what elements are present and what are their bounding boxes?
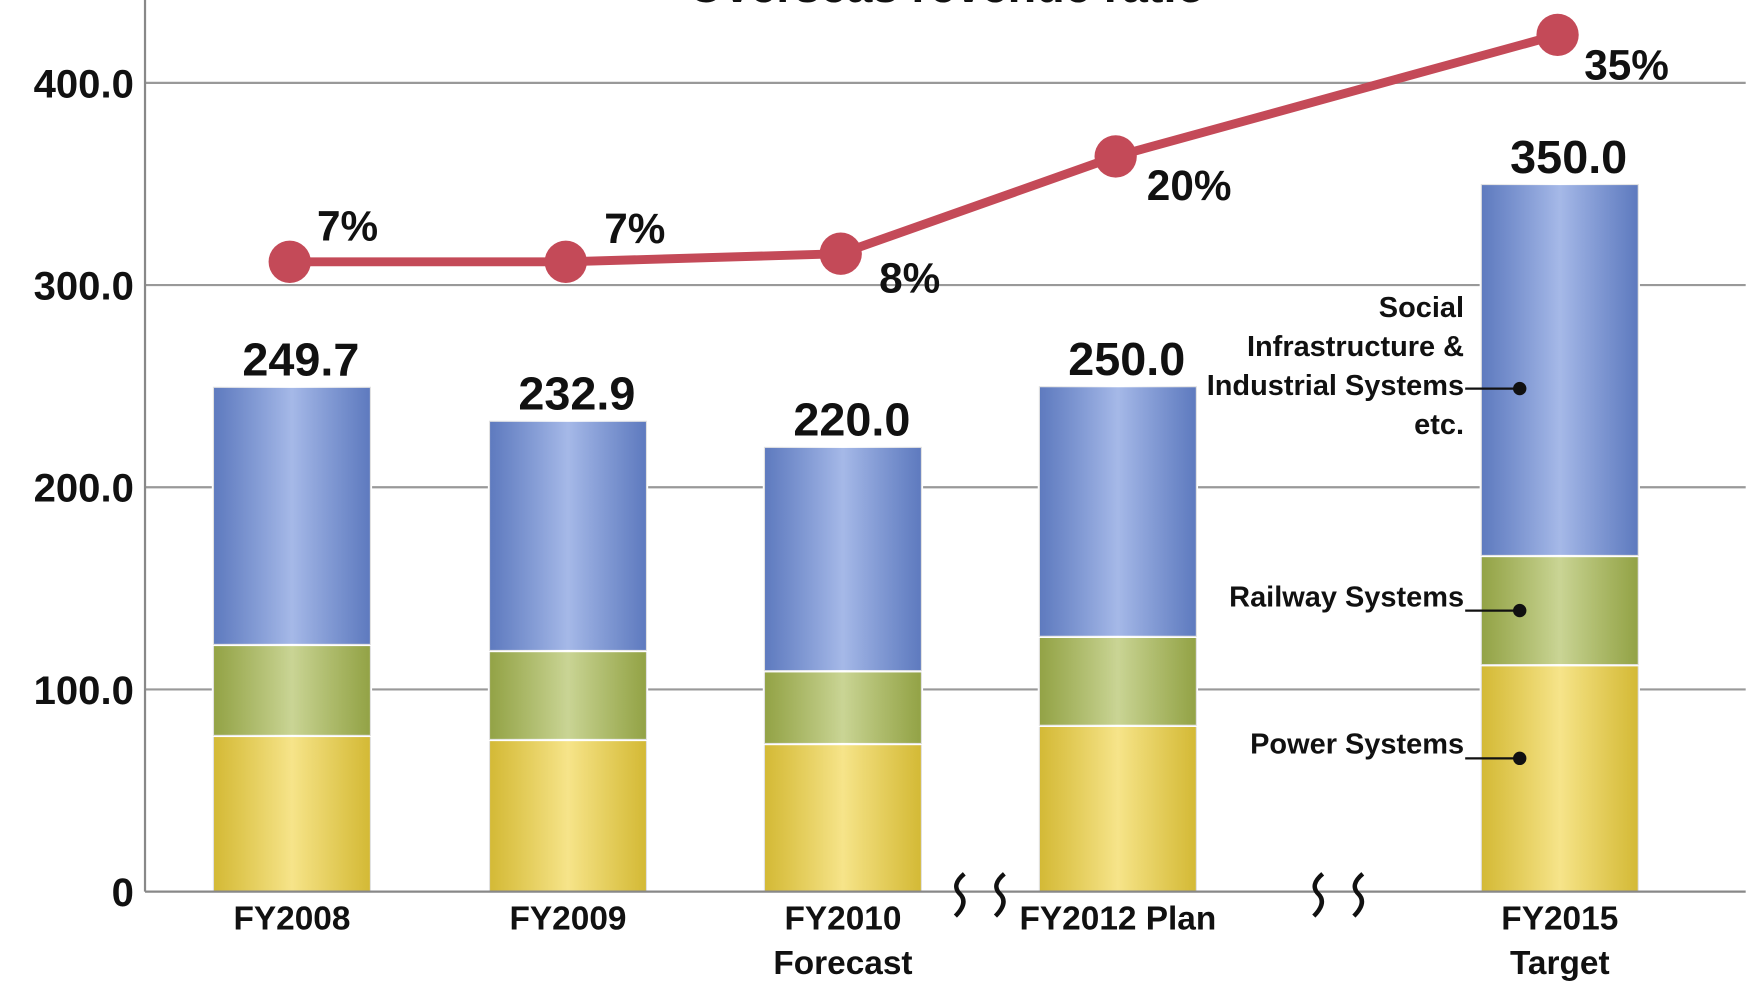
y-tick-label: 200.0 (34, 467, 134, 511)
bar-shade (1038, 725, 1197, 892)
line-series (289, 30, 1559, 267)
x-tick-label: FY2010 Forecast (773, 900, 913, 982)
axis-break (953, 872, 1365, 918)
total-label: 220.0 (793, 394, 910, 446)
bar-shade (212, 386, 371, 645)
line-value-label: 7% (317, 203, 378, 250)
x-tick-label: FY2008 (233, 900, 351, 938)
bar-shade (488, 420, 648, 652)
annotation-dot (1513, 381, 1527, 396)
bar-shade (212, 735, 371, 892)
break-mark (993, 872, 1006, 918)
chart-title: Overseas revenue ratio (688, 0, 1205, 12)
x-tick-label: FY2009 (509, 900, 627, 938)
y-tick-label: 100.0 (34, 669, 134, 713)
y-tick-label: 0 (112, 871, 134, 915)
break-mark (953, 872, 966, 918)
y-tick-label: 400.0 (34, 62, 134, 106)
legend-label-box: Power Systems (1250, 727, 1465, 761)
bar-shade (763, 446, 922, 672)
bar-shade (1480, 665, 1639, 892)
bar-shade (763, 671, 922, 745)
total-label: 350.0 (1510, 131, 1627, 183)
break-mark (1352, 872, 1365, 918)
legend-label: Railway Systems (1229, 579, 1465, 613)
bar-shade (488, 651, 648, 740)
line-point (1094, 135, 1137, 178)
grid (145, 81, 1746, 691)
x-tick-label-box: FY2012 Plan (1019, 900, 1217, 938)
x-tick-label-box: FY2009 (509, 900, 627, 938)
line-value-label: 20% (1147, 162, 1232, 209)
x-tick-label-box: FY2015 Target (1501, 900, 1619, 982)
legend-label: Power Systems (1250, 727, 1465, 761)
total-label: 249.7 (242, 334, 359, 386)
total-label: 250.0 (1068, 333, 1185, 385)
overlay: 0 100.0 200.0 300.0 400.0 249.7 FY2008 232.9 FY2… (34, 13, 1669, 982)
line-value-label: 7% (604, 205, 665, 252)
annotation-dot (1513, 751, 1527, 766)
line-point (819, 232, 862, 275)
bar-shade (488, 739, 648, 892)
legend-label: Social Infrastructure & Industrial Syste… (1206, 290, 1465, 441)
annotation-dot (1513, 603, 1527, 618)
break-mark (1312, 872, 1325, 918)
x-tick-label-box: FY2010 Forecast (773, 900, 913, 982)
x-tick-label: FY2015 Target (1501, 900, 1619, 982)
bar-shade (212, 644, 371, 736)
legend-label-box: Railway Systems (1229, 579, 1465, 613)
line-point (268, 240, 311, 283)
line-point (1536, 13, 1579, 57)
line-point (544, 240, 587, 283)
bar-shade (1038, 636, 1197, 726)
bar-shade (1480, 183, 1639, 556)
bar-shade (763, 744, 922, 892)
bar-shade (1038, 386, 1197, 637)
legend-label-box: Social Infrastructure & Industrial Syste… (1206, 290, 1465, 441)
x-tick-label: FY2012 Plan (1019, 900, 1217, 938)
x-tick-label-box: FY2008 (233, 900, 351, 938)
y-tick-label: 300.0 (34, 265, 134, 309)
line-value-label: 8% (879, 255, 940, 302)
bars (211, 182, 1640, 893)
total-label: 232.9 (518, 368, 635, 420)
line-value-label: 35% (1584, 41, 1669, 88)
